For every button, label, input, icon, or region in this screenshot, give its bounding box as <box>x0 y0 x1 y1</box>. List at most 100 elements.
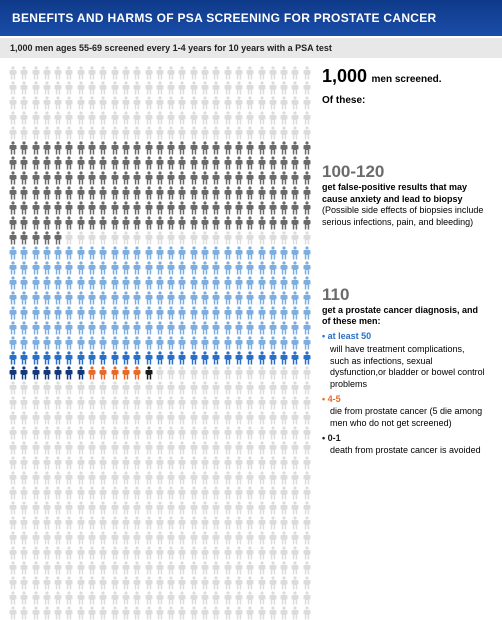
person-icon <box>166 216 176 230</box>
person-icon <box>144 231 154 245</box>
person-icon <box>53 321 63 335</box>
person-icon <box>223 66 233 80</box>
person-icon <box>200 81 210 95</box>
person-icon <box>87 321 97 335</box>
person-icon <box>31 351 41 365</box>
person-icon <box>302 171 312 185</box>
person-icon <box>87 546 97 560</box>
person-icon <box>177 336 187 350</box>
person-icon <box>200 261 210 275</box>
person-icon <box>121 276 131 290</box>
person-icon <box>19 246 29 260</box>
person-icon <box>8 426 18 440</box>
person-icon <box>155 126 165 140</box>
person-icon <box>290 291 300 305</box>
person-icon <box>268 396 278 410</box>
person-icon <box>223 81 233 95</box>
person-icon <box>279 501 289 515</box>
person-icon <box>257 306 267 320</box>
person-icon <box>76 516 86 530</box>
person-icon <box>166 456 176 470</box>
person-icon <box>211 126 221 140</box>
person-icon <box>223 561 233 575</box>
person-icon <box>87 396 97 410</box>
person-icon <box>87 561 97 575</box>
person-icon <box>211 306 221 320</box>
person-icon <box>87 96 97 110</box>
person-icon <box>132 426 142 440</box>
person-icon <box>144 456 154 470</box>
person-icon <box>155 96 165 110</box>
person-icon <box>200 216 210 230</box>
person-icon <box>234 291 244 305</box>
person-icon <box>87 366 97 380</box>
person-icon <box>31 66 41 80</box>
person-icon <box>279 486 289 500</box>
person-icon <box>19 591 29 605</box>
person-icon <box>87 126 97 140</box>
person-icon <box>290 126 300 140</box>
person-icon <box>144 171 154 185</box>
person-icon <box>64 366 74 380</box>
person-icon <box>19 156 29 170</box>
person-icon <box>121 306 131 320</box>
person-icon <box>155 531 165 545</box>
person-icon <box>64 186 74 200</box>
false-positive-block: 100-120 get false-positive results that … <box>322 162 486 229</box>
person-icon <box>302 426 312 440</box>
person-icon <box>200 336 210 350</box>
person-icon <box>132 396 142 410</box>
person-icon <box>234 441 244 455</box>
person-icon <box>245 321 255 335</box>
person-icon <box>211 336 221 350</box>
person-icon <box>211 66 221 80</box>
person-icon <box>98 276 108 290</box>
person-icon <box>302 261 312 275</box>
person-icon <box>177 216 187 230</box>
person-icon <box>19 351 29 365</box>
person-icon <box>166 576 176 590</box>
person-icon <box>8 156 18 170</box>
person-icon <box>76 261 86 275</box>
person-icon <box>110 441 120 455</box>
person-icon <box>144 546 154 560</box>
person-icon <box>155 486 165 500</box>
person-icon <box>8 471 18 485</box>
person-icon <box>87 141 97 155</box>
person-icon <box>268 111 278 125</box>
person-icon <box>290 306 300 320</box>
person-icon <box>189 396 199 410</box>
person-icon <box>8 381 18 395</box>
person-icon <box>121 111 131 125</box>
person-icon <box>132 96 142 110</box>
person-icon <box>177 531 187 545</box>
person-icon <box>98 606 108 620</box>
person-icon <box>234 126 244 140</box>
person-icon <box>234 426 244 440</box>
person-icon <box>189 366 199 380</box>
person-icon <box>144 321 154 335</box>
person-icon <box>144 81 154 95</box>
person-icon <box>245 231 255 245</box>
person-icon <box>223 591 233 605</box>
person-icon <box>42 336 52 350</box>
person-icon <box>42 561 52 575</box>
person-icon <box>290 186 300 200</box>
person-icon <box>110 201 120 215</box>
person-icon <box>245 246 255 260</box>
person-icon <box>245 411 255 425</box>
person-icon <box>257 246 267 260</box>
person-icon <box>132 291 142 305</box>
person-icon <box>98 261 108 275</box>
person-icon <box>76 591 86 605</box>
person-icon <box>245 111 255 125</box>
person-icon <box>64 471 74 485</box>
person-icon <box>177 351 187 365</box>
person-icon <box>121 351 131 365</box>
person-icon <box>268 216 278 230</box>
person-icon <box>87 471 97 485</box>
person-icon <box>98 396 108 410</box>
person-icon <box>245 96 255 110</box>
person-icon <box>234 486 244 500</box>
person-icon <box>268 486 278 500</box>
